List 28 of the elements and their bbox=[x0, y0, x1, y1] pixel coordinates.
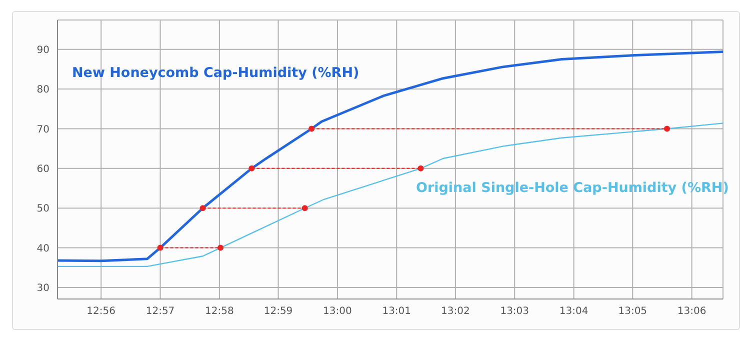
point bbox=[664, 126, 670, 132]
x-tick-label: 12:59 bbox=[264, 306, 293, 318]
point bbox=[302, 205, 308, 212]
y-tick-label: 60 bbox=[36, 164, 50, 175]
series-label: New Honeycomb Cap-Humidity (%RH) bbox=[72, 65, 360, 81]
x-tick-label: 13:06 bbox=[677, 306, 706, 318]
y-tick-label: 80 bbox=[36, 84, 50, 96]
point bbox=[218, 244, 224, 251]
y-tick-label: 40 bbox=[36, 243, 50, 254]
x-tick-label: 13:03 bbox=[500, 306, 530, 318]
point bbox=[418, 165, 424, 172]
x-tick-label: 13:02 bbox=[441, 306, 470, 318]
y-tick-label: 50 bbox=[36, 204, 50, 215]
x-tick-label: 13:04 bbox=[559, 306, 588, 318]
x-tick-label: 13:05 bbox=[618, 306, 648, 318]
x-tick-label: 12:58 bbox=[205, 306, 234, 318]
x-tick-label: 12:57 bbox=[146, 306, 175, 318]
y-tick-label: 30 bbox=[36, 283, 50, 294]
y-tick-label: 90 bbox=[36, 44, 50, 56]
y-tick-label: 70 bbox=[36, 124, 50, 136]
point bbox=[248, 165, 255, 172]
point bbox=[308, 126, 315, 132]
x-tick-label: 13:01 bbox=[382, 306, 412, 318]
series-label: Original Single-Hole Cap-Humidity (%RH) bbox=[416, 180, 729, 196]
x-tick-label: 13:00 bbox=[323, 306, 352, 318]
point bbox=[200, 205, 206, 212]
point bbox=[157, 244, 164, 251]
x-tick-label: 12:56 bbox=[86, 306, 116, 318]
